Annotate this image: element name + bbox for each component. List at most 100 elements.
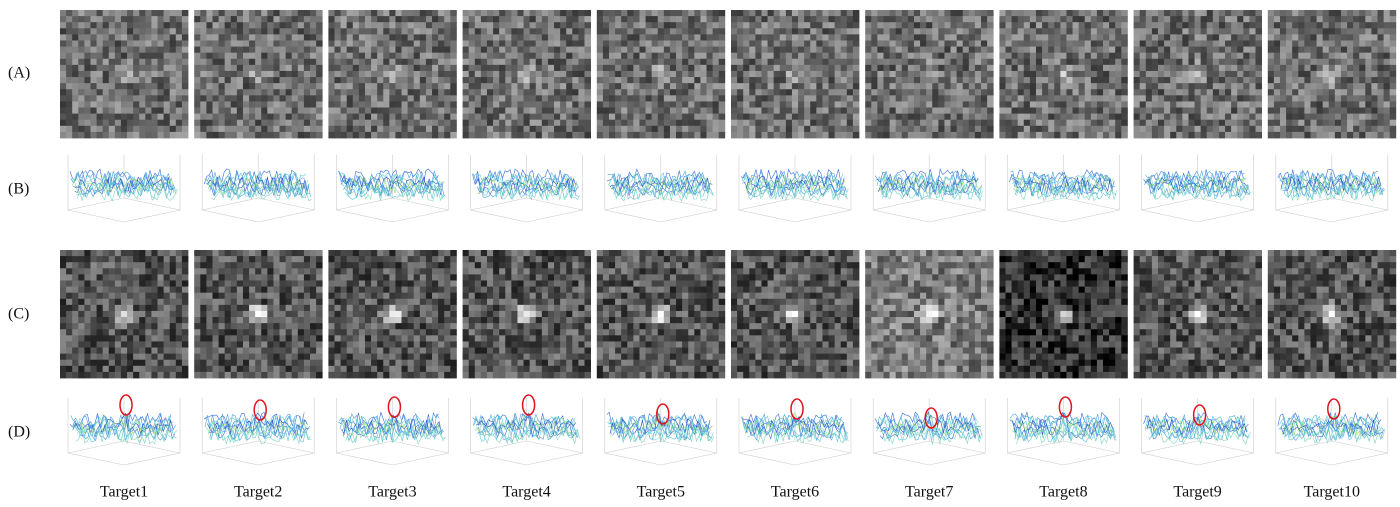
pixel	[438, 114, 445, 121]
pixel	[158, 53, 165, 60]
pixel	[335, 256, 342, 263]
pixel	[267, 89, 274, 96]
pixel	[97, 101, 104, 108]
pixel	[66, 366, 73, 373]
pixel	[151, 329, 158, 336]
pixel	[158, 101, 165, 108]
pixel	[560, 59, 567, 65]
pixel	[231, 47, 238, 54]
pixel	[639, 95, 646, 102]
pixel	[670, 114, 677, 121]
pixel	[737, 101, 744, 108]
pixel	[60, 354, 67, 361]
pixel	[658, 77, 665, 84]
pixel	[115, 293, 122, 300]
pixel	[694, 329, 701, 336]
pixel	[719, 40, 726, 47]
pixel	[133, 89, 140, 96]
pixel	[90, 372, 97, 379]
pixel	[164, 16, 171, 23]
pixel	[493, 256, 500, 263]
pixel	[402, 341, 409, 348]
pixel	[97, 59, 104, 65]
pixel	[231, 329, 238, 336]
pixel	[511, 256, 518, 263]
pixel	[109, 28, 116, 35]
pixel	[139, 268, 146, 275]
pixel	[292, 293, 299, 300]
pixel	[225, 28, 232, 35]
pixel	[652, 71, 659, 78]
pixel	[585, 317, 592, 324]
pixel	[84, 268, 91, 275]
pixel	[72, 59, 79, 65]
pixel	[487, 10, 494, 17]
pixel	[170, 280, 177, 287]
pixel	[66, 354, 73, 361]
pixel	[97, 293, 104, 300]
pixel	[121, 323, 128, 330]
pixel	[768, 34, 775, 41]
pixel	[292, 10, 299, 17]
pixel	[395, 53, 402, 60]
pixel	[408, 71, 415, 78]
pixel	[481, 354, 488, 361]
pixel	[151, 311, 158, 318]
pixel	[670, 317, 677, 324]
pixel	[713, 132, 720, 139]
pixel	[60, 274, 67, 281]
pixel	[841, 53, 848, 60]
pixel	[298, 305, 305, 312]
row-label: (C)	[8, 306, 29, 323]
pixel	[225, 108, 232, 115]
pixel	[438, 101, 445, 108]
pixel	[292, 329, 299, 336]
pixel	[597, 348, 604, 355]
pixel	[536, 317, 543, 324]
pixel	[176, 348, 183, 355]
pixel	[798, 114, 805, 121]
axis-box	[605, 441, 661, 453]
axis-box	[68, 441, 124, 453]
pixel	[585, 59, 592, 65]
pixel	[395, 34, 402, 41]
pixel	[395, 348, 402, 355]
pixel	[420, 77, 427, 84]
pixel	[426, 366, 433, 373]
pixel	[505, 47, 512, 54]
pixel	[719, 114, 726, 121]
pixel	[60, 47, 67, 54]
pixel	[450, 250, 457, 257]
pixel	[432, 317, 439, 324]
pixel	[463, 348, 470, 355]
pixel	[377, 360, 384, 367]
pixel	[212, 65, 219, 72]
pixel	[255, 262, 262, 269]
pixel	[371, 65, 378, 72]
pixel	[115, 65, 122, 72]
pixel	[585, 348, 592, 355]
pixel	[774, 59, 781, 65]
pixel	[84, 83, 91, 90]
pixel	[639, 293, 646, 300]
pixel	[310, 268, 317, 275]
pixel	[816, 34, 823, 41]
pixel	[414, 89, 421, 96]
pixel	[273, 77, 280, 84]
pixel	[194, 34, 201, 41]
pixel	[511, 268, 518, 275]
pixel	[267, 305, 274, 312]
pixel	[499, 293, 506, 300]
pixel	[304, 256, 311, 263]
pixel	[700, 329, 707, 336]
pixel	[548, 305, 555, 312]
pixel	[700, 22, 707, 29]
pixel	[255, 348, 262, 355]
pixel	[328, 53, 335, 60]
pixel	[505, 95, 512, 102]
pixel	[103, 323, 110, 330]
pixel	[127, 268, 134, 275]
pixel	[115, 10, 122, 17]
pixel	[463, 28, 470, 35]
pixel	[328, 348, 335, 355]
